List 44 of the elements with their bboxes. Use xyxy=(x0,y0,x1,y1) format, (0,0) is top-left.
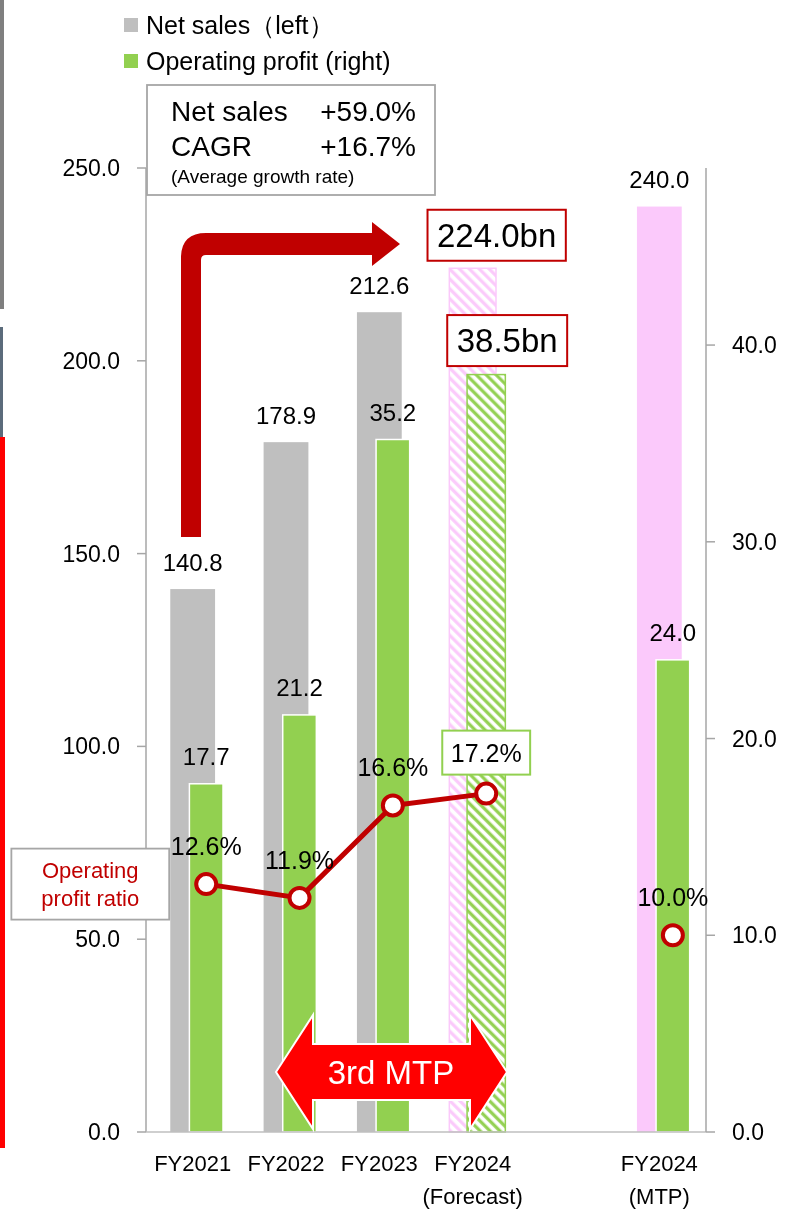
data-label: 21.2 xyxy=(276,674,323,702)
data-label: 12.6% xyxy=(170,832,242,861)
annotation: 3rd MTP xyxy=(327,1053,455,1091)
legend-label: Operating profit (right) xyxy=(146,47,391,75)
y2-tick-label: 10.0 xyxy=(732,922,777,949)
point xyxy=(474,781,499,806)
annotation: (Average growth rate) xyxy=(171,165,355,187)
y-tick-label: 50.0 xyxy=(75,926,120,953)
text: Net sales xyxy=(171,95,288,127)
x-tick-label: FY2024 (Forecast) xyxy=(422,1150,523,1209)
y-tick-label: 250.0 xyxy=(62,155,120,181)
y2-tick-label: 30.0 xyxy=(732,528,777,555)
y-tick-label: 0.0 xyxy=(88,1119,120,1145)
data-label: 24.0 xyxy=(649,619,697,647)
y2-tick-label: 0.0 xyxy=(732,1119,764,1145)
point xyxy=(660,923,685,948)
x-tick-label: FY2021 xyxy=(154,1150,232,1176)
x-tick-label: FY2024 (MTP) xyxy=(620,1150,698,1209)
y-tick-label: 100.0 xyxy=(62,733,120,760)
data-label: 17.7 xyxy=(182,743,230,771)
data-label: 212.6 xyxy=(349,271,410,299)
data-label: 240.0 xyxy=(629,166,690,194)
x-tick-label: FY2022 xyxy=(247,1150,325,1176)
y-tick-label: 150.0 xyxy=(62,540,120,567)
y2-tick-label: 20.0 xyxy=(732,725,777,752)
data-label: 38.5bn xyxy=(456,322,558,360)
data-label: 224.0bn xyxy=(437,216,557,254)
text: +16.7% xyxy=(320,130,416,162)
data-label: 140.8 xyxy=(162,548,223,576)
point xyxy=(287,885,312,910)
data-label: 16.6% xyxy=(357,753,429,782)
y-tick-label: 200.0 xyxy=(62,347,120,374)
data-label: 17.2% xyxy=(450,738,522,767)
data-label: 35.2 xyxy=(369,398,417,426)
text: CAGR xyxy=(171,130,252,162)
text: Operating profit ratio xyxy=(41,857,140,911)
y2-tick-label: 40.0 xyxy=(732,332,777,359)
data-label: 11.9% xyxy=(265,845,335,874)
point xyxy=(380,793,405,818)
data-label: 178.9 xyxy=(255,401,317,429)
x-tick-label: FY2023 xyxy=(340,1150,418,1176)
legend-label: Net sales（left） xyxy=(146,11,334,39)
point xyxy=(194,872,219,897)
text: +59.0% xyxy=(320,95,416,127)
